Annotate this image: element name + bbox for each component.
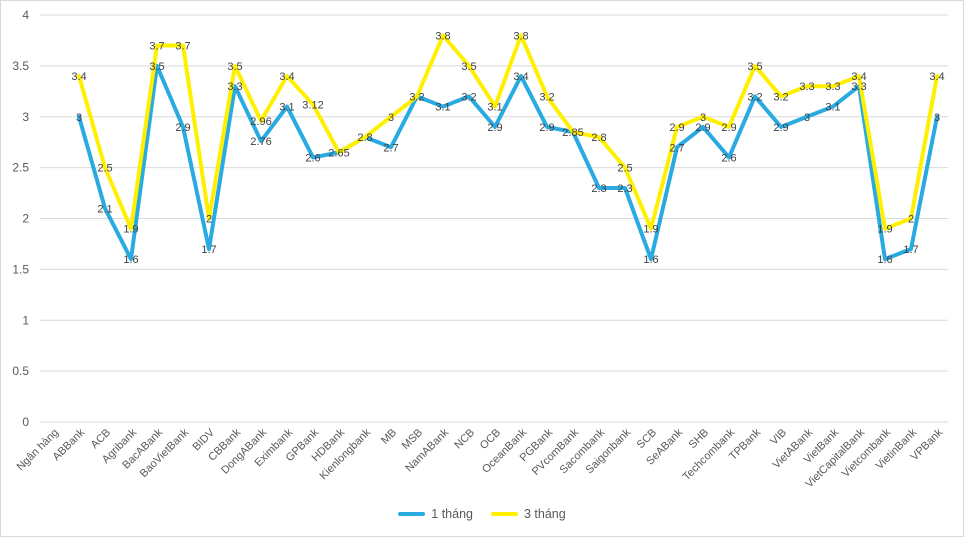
data-label-1-thang: 3.3 <box>851 81 866 93</box>
legend-line-swatch-3-thang <box>491 512 518 516</box>
data-label-3-thang: 3 <box>388 112 394 124</box>
data-label-1-thang: 3.2 <box>461 91 476 103</box>
data-label-shared: 3.2 <box>409 91 424 103</box>
data-label-3-thang: 3.4 <box>279 71 294 83</box>
data-label-1-thang: 3.3 <box>227 81 242 93</box>
data-label-3-thang: 2.9 <box>721 122 736 134</box>
data-label-3-thang: 3.5 <box>227 61 242 73</box>
data-label-3-thang: 3.8 <box>435 30 450 42</box>
data-label-3-thang: 3.4 <box>851 71 866 83</box>
data-label-1-thang: 2.7 <box>669 142 684 154</box>
data-label-3-thang: 2.96 <box>250 116 271 128</box>
data-label-1-thang: 3 <box>76 112 82 124</box>
data-label-3-thang: 3.4 <box>929 71 944 83</box>
legend-label-3-thang: 3 tháng <box>524 507 566 521</box>
data-label-1-thang: 3.1 <box>435 102 450 114</box>
data-label-3-thang: 2.5 <box>617 163 632 175</box>
y-axis-tick-label: 2 <box>22 212 29 226</box>
data-label-1-thang: 1.7 <box>903 244 918 256</box>
data-label-3-thang: 2.5 <box>97 163 112 175</box>
series-line-1-thang[interactable] <box>77 63 939 262</box>
data-label-1-thang: 3 <box>934 112 940 124</box>
y-axis-tick-label: 0 <box>22 415 29 429</box>
legend: 1 tháng 3 tháng <box>1 507 963 521</box>
data-label-3-thang: 2 <box>206 214 212 226</box>
data-label-3-thang: 3.7 <box>149 41 164 53</box>
data-label-3-thang: 3.12 <box>302 100 323 112</box>
data-label-shared: 2.65 <box>328 147 349 159</box>
legend-line-swatch-1-thang <box>398 512 426 516</box>
legend-label-1-thang: 1 tháng <box>431 507 473 521</box>
data-label-shared: 2.8 <box>357 132 372 144</box>
x-axis-category-label: VIB <box>768 427 789 448</box>
data-label-1-thang: 3 <box>804 112 810 124</box>
legend-item-1-thang[interactable]: 1 tháng <box>398 507 473 521</box>
data-label-1-thang: 2.76 <box>250 136 271 148</box>
data-label-3-thang: 3.5 <box>747 61 762 73</box>
data-label-3-thang: 3.5 <box>461 61 476 73</box>
y-axis-tick-label: 3 <box>22 110 29 124</box>
data-label-1-thang: 2.7 <box>383 142 398 154</box>
x-axis-category-label: MB <box>379 427 399 447</box>
data-label-1-thang: 2.9 <box>487 122 502 134</box>
y-axis-tick-label: 0.5 <box>12 364 29 378</box>
data-label-1-thang: 2.9 <box>695 122 710 134</box>
data-label-3-thang: 3 <box>700 112 706 124</box>
y-axis-tick-label: 1 <box>22 313 29 327</box>
data-label-3-thang: 2 <box>908 214 914 226</box>
data-label-1-thang: 3.1 <box>825 102 840 114</box>
data-label-1-thang: 2.6 <box>721 152 736 164</box>
data-label-1-thang: 2.3 <box>617 183 632 195</box>
data-label-1-thang: 1.6 <box>123 254 138 266</box>
data-label-1-thang: 2.6 <box>305 152 320 164</box>
data-label-3-thang: 3.8 <box>513 30 528 42</box>
data-label-3-thang: 3.3 <box>825 81 840 93</box>
data-label-1-thang: 1.6 <box>643 254 658 266</box>
data-label-3-thang: 3.3 <box>799 81 814 93</box>
y-axis-tick-label: 2.5 <box>12 161 29 175</box>
data-label-1-thang: 3.5 <box>149 61 164 73</box>
legend-item-3-thang[interactable]: 3 tháng <box>491 507 566 521</box>
data-label-3-thang: 1.9 <box>643 224 658 236</box>
data-label-3-thang: 3.4 <box>71 71 86 83</box>
data-label-1-thang: 2.9 <box>539 122 554 134</box>
y-axis-tick-label: 4 <box>22 8 29 22</box>
data-label-3-thang: 1.9 <box>877 224 892 236</box>
data-label-shared: 2.85 <box>562 127 583 139</box>
data-label-1-thang: 1.6 <box>877 254 892 266</box>
y-axis-tick-label: 1.5 <box>12 262 29 276</box>
data-label-3-thang: 2.9 <box>669 122 684 134</box>
data-label-3-thang: 3.2 <box>773 91 788 103</box>
data-label-3-thang: 1.9 <box>123 224 138 236</box>
data-label-1-thang: 3.4 <box>513 71 528 83</box>
series-line-3-thang[interactable] <box>77 33 939 231</box>
data-label-3-thang: 3.2 <box>539 91 554 103</box>
data-label-1-thang: 1.7 <box>201 244 216 256</box>
data-label-1-thang: 3.1 <box>279 102 294 114</box>
x-axis-category-label: NCB <box>452 427 477 452</box>
data-label-1-thang: 2.9 <box>175 122 190 134</box>
data-label-1-thang: 2.1 <box>97 203 112 215</box>
data-label-3-thang: 3.7 <box>175 41 190 53</box>
data-label-3-thang: 2.8 <box>591 132 606 144</box>
data-label-1-thang: 2.3 <box>591 183 606 195</box>
data-label-1-thang: 2.9 <box>773 122 788 134</box>
data-label-1-thang: 3.2 <box>747 91 762 103</box>
data-label-3-thang: 3.1 <box>487 102 502 114</box>
y-axis-tick-label: 3.5 <box>12 59 29 73</box>
